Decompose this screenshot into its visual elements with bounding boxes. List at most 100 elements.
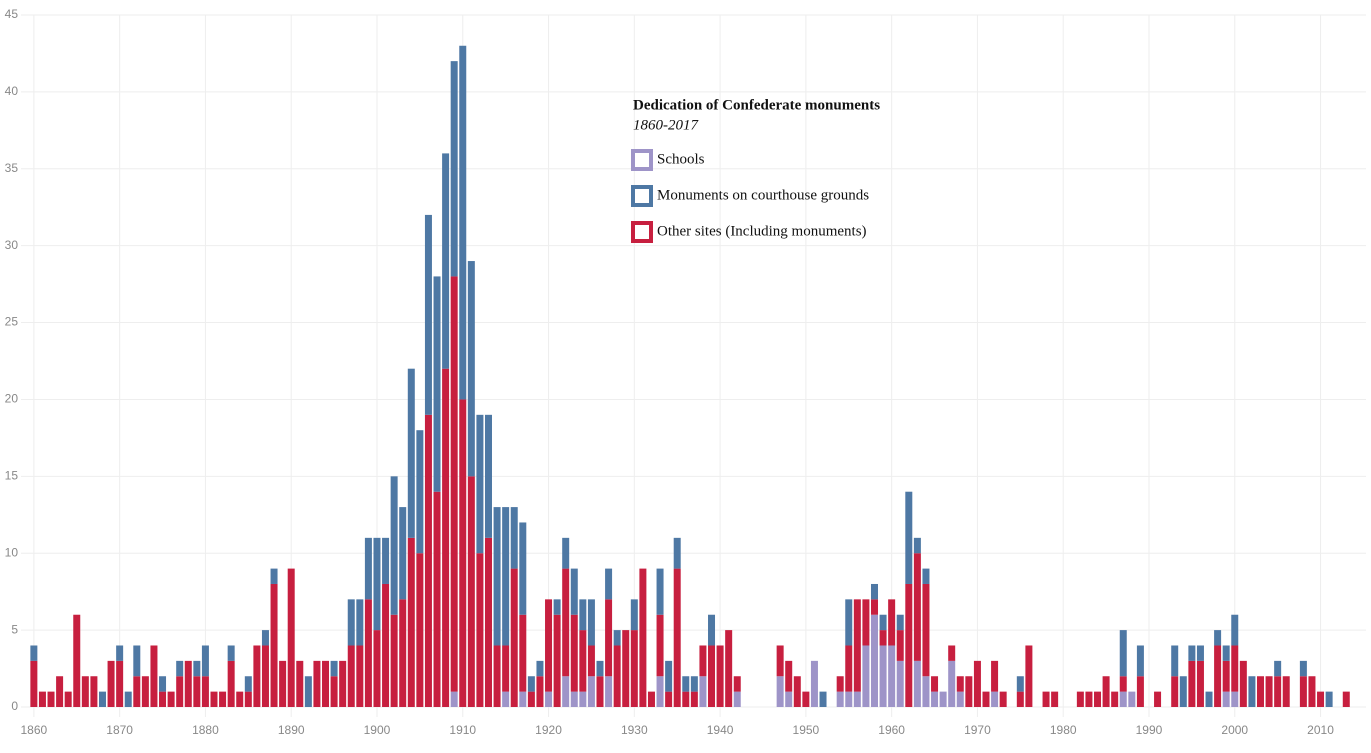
bar-segment bbox=[1102, 676, 1110, 707]
legend-label: Schools bbox=[657, 151, 705, 167]
bar-segment bbox=[373, 537, 381, 631]
bar-segment bbox=[845, 691, 853, 707]
bar-segment bbox=[587, 645, 595, 677]
bar-segment bbox=[1051, 691, 1059, 707]
bar-segment bbox=[1214, 630, 1222, 646]
bar-segment bbox=[819, 691, 827, 707]
y-tick-label: 35 bbox=[5, 161, 19, 175]
bar-segment bbox=[364, 537, 372, 600]
bar-segment bbox=[939, 691, 947, 707]
x-tick-label: 1940 bbox=[707, 723, 734, 737]
bar-segment bbox=[1222, 645, 1230, 661]
bar-segment bbox=[347, 645, 355, 707]
legend-label: Other sites (Including monuments) bbox=[657, 223, 867, 239]
bar-segment bbox=[90, 676, 98, 707]
bar-segment bbox=[913, 553, 921, 661]
legend-swatch bbox=[631, 185, 653, 207]
bar-segment bbox=[553, 614, 561, 707]
x-tick-label: 2010 bbox=[1307, 723, 1334, 737]
bar-segment bbox=[1274, 660, 1282, 677]
bar-segment bbox=[665, 660, 673, 692]
bar-segment bbox=[545, 691, 553, 707]
bar-segment bbox=[356, 599, 364, 646]
bar-segment bbox=[1231, 691, 1239, 707]
bar-segment bbox=[519, 614, 527, 692]
bar-segment bbox=[793, 676, 801, 707]
bar-segment bbox=[1222, 691, 1230, 707]
y-tick-label: 40 bbox=[5, 84, 19, 98]
bar-segment bbox=[433, 491, 441, 707]
y-tick-label: 25 bbox=[5, 315, 19, 329]
bar-segment bbox=[605, 599, 613, 677]
bar-segment bbox=[382, 537, 390, 584]
bar-segment bbox=[502, 691, 510, 707]
bar-segment bbox=[1042, 691, 1050, 707]
bar-segment bbox=[459, 399, 467, 707]
bar-segment bbox=[390, 614, 398, 707]
bar-segment bbox=[708, 645, 716, 707]
bar-segment bbox=[845, 599, 853, 646]
bar-segment bbox=[810, 660, 818, 707]
bar-segment bbox=[913, 660, 921, 707]
bar-segment bbox=[1119, 630, 1127, 677]
bar-segment bbox=[476, 553, 484, 707]
bar-segment bbox=[1119, 676, 1127, 692]
bar-segment bbox=[896, 614, 904, 631]
bar-segment bbox=[690, 691, 698, 707]
bar-segment bbox=[596, 676, 604, 707]
bar-segment bbox=[931, 691, 939, 707]
bar-segment bbox=[502, 507, 510, 646]
bar-segment bbox=[682, 676, 690, 692]
bar-segment bbox=[690, 676, 698, 692]
bar-segment bbox=[30, 660, 38, 707]
bar-segment bbox=[527, 691, 535, 707]
bar-segment bbox=[270, 568, 278, 584]
x-tick-label: 1900 bbox=[364, 723, 391, 737]
bar-segment bbox=[879, 614, 887, 631]
bar-segment bbox=[1274, 676, 1282, 707]
bar-segment bbox=[356, 645, 364, 707]
bar-segment bbox=[227, 645, 235, 661]
bar-segment bbox=[399, 507, 407, 600]
bar-segment bbox=[656, 568, 664, 615]
legend-subtitle: 1860-2017 bbox=[633, 117, 699, 133]
bar-segment bbox=[159, 691, 167, 707]
bar-segment bbox=[1025, 645, 1033, 707]
legend-label: Monuments on courthouse grounds bbox=[657, 187, 869, 203]
bar-segment bbox=[1299, 676, 1307, 707]
x-tick-label: 1930 bbox=[621, 723, 648, 737]
bar-segment bbox=[107, 660, 115, 707]
bar-segment bbox=[991, 660, 999, 692]
bar-segment bbox=[1188, 660, 1196, 707]
bar-segment bbox=[133, 645, 141, 677]
bar-segment bbox=[562, 537, 570, 569]
bar-segment bbox=[931, 676, 939, 692]
bar-segment bbox=[716, 645, 724, 707]
bar-segment bbox=[219, 691, 227, 707]
bar-segment bbox=[1179, 676, 1187, 707]
bar-segment bbox=[30, 645, 38, 661]
bar-segment bbox=[862, 599, 870, 646]
bar-segment bbox=[613, 645, 621, 707]
bar-segment bbox=[1094, 691, 1102, 707]
bar-segment bbox=[905, 583, 913, 707]
bar-segment bbox=[613, 630, 621, 646]
bar-segment bbox=[433, 276, 441, 492]
bar-segment bbox=[519, 691, 527, 707]
bar-segment bbox=[193, 676, 201, 707]
bar-segment bbox=[484, 537, 492, 707]
bar-segment bbox=[630, 599, 638, 631]
x-tick-label: 1920 bbox=[535, 723, 562, 737]
bar-segment bbox=[1205, 691, 1213, 707]
bar-segment bbox=[587, 676, 595, 707]
bar-segment bbox=[244, 676, 252, 692]
bar-segment bbox=[587, 599, 595, 646]
bar-segment bbox=[1016, 691, 1024, 707]
bar-segment bbox=[605, 676, 613, 707]
bar-segment bbox=[184, 660, 192, 707]
bar-segment bbox=[502, 645, 510, 692]
bar-segment bbox=[1231, 614, 1239, 646]
bar-segment bbox=[193, 660, 201, 677]
y-tick-label: 0 bbox=[11, 699, 18, 713]
bar-segment bbox=[296, 660, 304, 707]
